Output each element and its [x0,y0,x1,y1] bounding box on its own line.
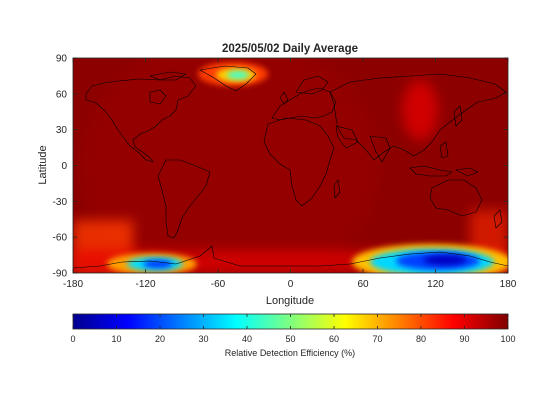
y-tick-label: 90 [56,54,68,65]
coastlines [73,65,508,269]
coastline-new-zealand [493,209,503,229]
coastline-asia [329,73,507,161]
greenland-core [227,71,249,79]
coastline-madagascar [333,179,341,199]
colorbar-tick-label: 60 [329,334,339,344]
colorbar-tick-label: 30 [198,334,208,344]
coastline-europe [271,87,337,121]
x-axis-ticks: -180 -120 -60 0 60 120 180 [63,58,517,290]
x-tick-label: -120 [135,279,155,290]
x-tick-label: -60 [211,279,226,290]
x-axis-label: Longitude [266,295,314,307]
y-tick-label: -30 [53,197,68,208]
x-tick-label: -180 [63,279,83,290]
coastline-greenland [199,65,257,92]
coastline-antarctica [73,245,508,269]
colorbar-tick-label: 0 [70,334,75,344]
y-axis-label: Latitude [37,145,49,184]
colorbar-tick-label: 70 [372,334,382,344]
colorbar-tick-label: 40 [242,334,252,344]
coastline-scandinavia [295,75,329,95]
colorbar-tick-label: 90 [459,334,469,344]
coastline-indonesia [409,165,453,177]
colorbar-tick-label: 100 [500,334,515,344]
west-antarctica-core [143,260,173,268]
coastline-arctic-islands [149,71,187,81]
x-tick-label: 120 [427,279,444,290]
colorbar-label: Relative Detection Efficiency (%) [225,348,355,358]
coastline-south-america [157,159,211,239]
coastline-uk [279,91,289,105]
y-tick-label: 60 [56,89,68,100]
coastline-africa [263,117,335,207]
east-antarctica-center [423,255,467,265]
colorbar-ticks: 0 10 20 30 40 50 60 70 80 90 100 [70,314,516,344]
x-tick-label: 60 [357,279,369,290]
y-tick-label: -60 [53,233,68,244]
heatmap-band [80,58,380,273]
colorbar-tick-label: 20 [155,334,165,344]
colorbar-tick-label: 10 [111,334,121,344]
colorbar-tick-label: 80 [416,334,426,344]
y-tick-label: 30 [56,125,68,136]
coastline-north-america [85,75,197,163]
x-tick-label: 180 [500,279,517,290]
coastline-india [369,135,391,163]
coastline-arabia [335,125,359,149]
coastline-australia [429,179,483,217]
y-axis-ticks: -90 -60 -30 0 30 60 90 [53,54,508,280]
colorbar-tick-label: 50 [285,334,295,344]
x-tick-label: 0 [288,279,294,290]
coastline-hudson-bay [149,89,167,105]
y-tick-label: -90 [53,269,68,280]
coastline-new-guinea [455,167,479,177]
coastline-japan [453,105,463,127]
east-asia-region [402,80,438,140]
coastline-philippines [439,141,449,159]
y-tick-label: 0 [61,161,67,172]
chart-title: 2025/05/02 Daily Average [222,43,358,55]
heatmap-plot [73,58,508,273]
